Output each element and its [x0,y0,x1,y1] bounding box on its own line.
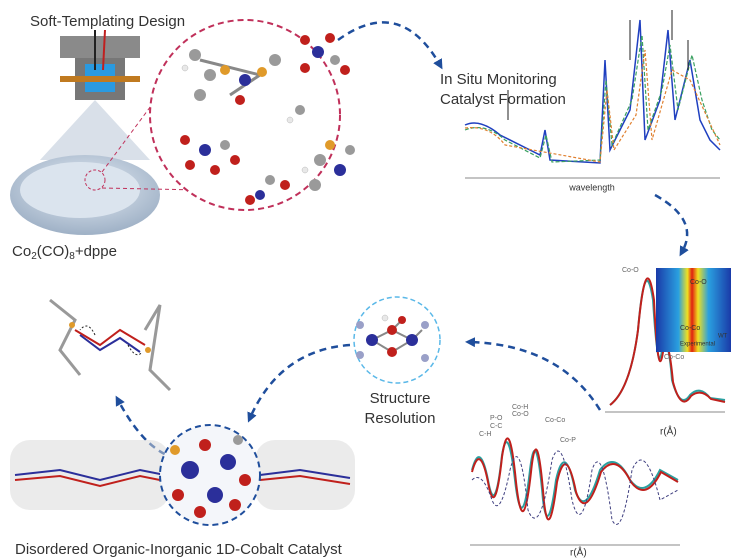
peak-label: Co-O [512,411,529,418]
flow-arrow [250,345,350,418]
peak-label: C-C [490,423,502,430]
structure-label: Structure [370,390,431,407]
x-axis-label: r(Å) [570,546,587,559]
monitoring-label: Catalyst Formation [440,91,566,108]
flow-arrow [338,22,440,65]
bowl-surface [20,162,140,218]
peak-label: Co-P [560,437,576,444]
structure-label: Resolution [365,410,436,427]
monitoring-label: In Situ Monitoring [440,71,557,88]
formula: Co2(CO)8+dppe [12,243,117,262]
inset-label: Co-O [690,279,707,286]
x-axis-label: r(Å) [660,425,677,438]
exafs-plot [605,268,731,412]
catalyst-chain [10,425,355,525]
peak-label: C-H [479,431,491,438]
x-axis-label: wavelength [568,182,615,192]
inset-label: Co-Co [680,325,700,332]
inset-label: Experimental [680,342,715,348]
fit-plot [470,438,680,545]
flow-arrow [655,195,687,252]
peak-label: Co-Co [545,417,565,424]
graphical-abstract: Soft-Templating Design Co2(CO)8+dppe In … [0,0,731,560]
resolved-molecule [50,300,170,390]
inset-label: WT [718,334,728,340]
title: Soft-Templating Design [30,13,185,30]
peak-label: Co-Co [664,354,684,361]
peak-label: P-O [490,415,503,422]
apparatus [40,30,150,160]
peak-label: Co-H [512,404,528,411]
peak-label: Co-O [622,267,639,274]
flow-arrow [470,342,600,410]
caption: Disordered Organic-Inorganic 1D-Cobalt C… [15,541,343,558]
